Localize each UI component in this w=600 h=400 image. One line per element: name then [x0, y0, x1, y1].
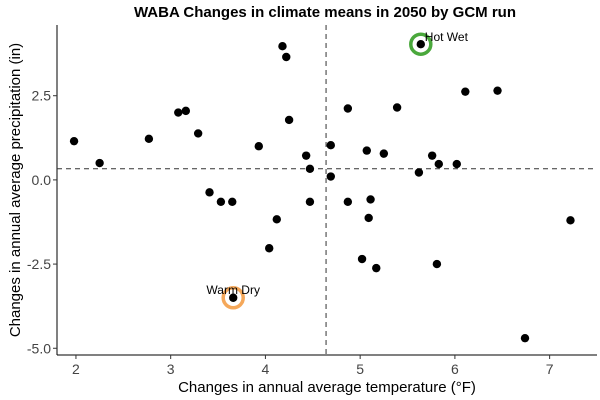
x-tick-label: 6	[451, 361, 459, 377]
data-point	[434, 159, 443, 169]
data-point	[216, 197, 226, 206]
data-point	[493, 86, 502, 95]
hot-wet-ring	[409, 32, 433, 56]
data-point	[265, 244, 274, 253]
data-point	[366, 195, 375, 204]
data-point	[461, 87, 470, 96]
data-point	[379, 149, 389, 158]
x-axis-ticks: 2 3 4 5 6 7	[72, 355, 554, 377]
data-point	[205, 188, 214, 197]
y-tick-label: -5.0	[27, 340, 51, 356]
y-tick-label: 0.0	[32, 172, 52, 188]
warm-dry-label: Warm Dry	[206, 283, 260, 297]
data-point	[278, 42, 287, 51]
annotations: Hot Wet Warm Dry	[206, 30, 468, 297]
hot-wet-label: Hot Wet	[425, 30, 469, 44]
data-point	[357, 254, 367, 264]
data-point	[392, 103, 402, 112]
x-axis-label: Changes in annual average temperature (°…	[178, 379, 476, 396]
data-point	[372, 263, 381, 273]
data-point	[144, 134, 154, 144]
x-tick-label: 5	[356, 361, 364, 377]
x-tick-label: 3	[167, 361, 175, 377]
data-point	[452, 159, 461, 169]
data-point	[95, 158, 104, 168]
highlight-rings	[221, 32, 433, 310]
data-point	[301, 151, 311, 160]
data-point	[326, 172, 335, 181]
x-tick-label: 2	[72, 361, 80, 377]
data-point	[305, 197, 315, 206]
data-point	[326, 141, 335, 150]
data-point	[272, 215, 281, 224]
data-point	[566, 216, 575, 225]
data-point	[282, 52, 291, 62]
data-point	[362, 146, 371, 155]
x-tick-label: 4	[262, 361, 270, 377]
data-point	[343, 197, 353, 206]
data-point	[254, 142, 263, 151]
data-point	[520, 333, 530, 343]
data-point	[284, 115, 294, 125]
data-point	[432, 259, 442, 269]
data-point	[229, 293, 238, 302]
data-point	[427, 151, 437, 160]
data-point	[414, 168, 424, 177]
data-point	[305, 164, 315, 173]
data-point	[174, 108, 183, 117]
x-tick-label: 7	[546, 361, 554, 377]
data-point	[228, 197, 237, 206]
y-axis-label: Changes in annual average precipitation …	[7, 43, 24, 337]
warm-dry-ring	[221, 286, 245, 310]
data-points	[69, 39, 575, 343]
data-point	[364, 213, 373, 223]
chart-title: WABA Changes in climate means in 2050 by…	[134, 4, 516, 21]
y-tick-label: 2.5	[32, 88, 52, 104]
y-tick-label: -2.5	[27, 256, 51, 272]
data-point	[69, 136, 79, 146]
plot-area: 2 3 4 5 6 7 -5.0 -2.5 0.0 2.5 Hot Wet Warm Dry	[27, 25, 597, 377]
data-point	[193, 129, 203, 138]
y-axis-ticks: -5.0 -2.5 0.0 2.5	[27, 88, 57, 356]
data-point	[181, 106, 191, 116]
data-point	[416, 39, 425, 49]
data-point	[343, 104, 353, 113]
